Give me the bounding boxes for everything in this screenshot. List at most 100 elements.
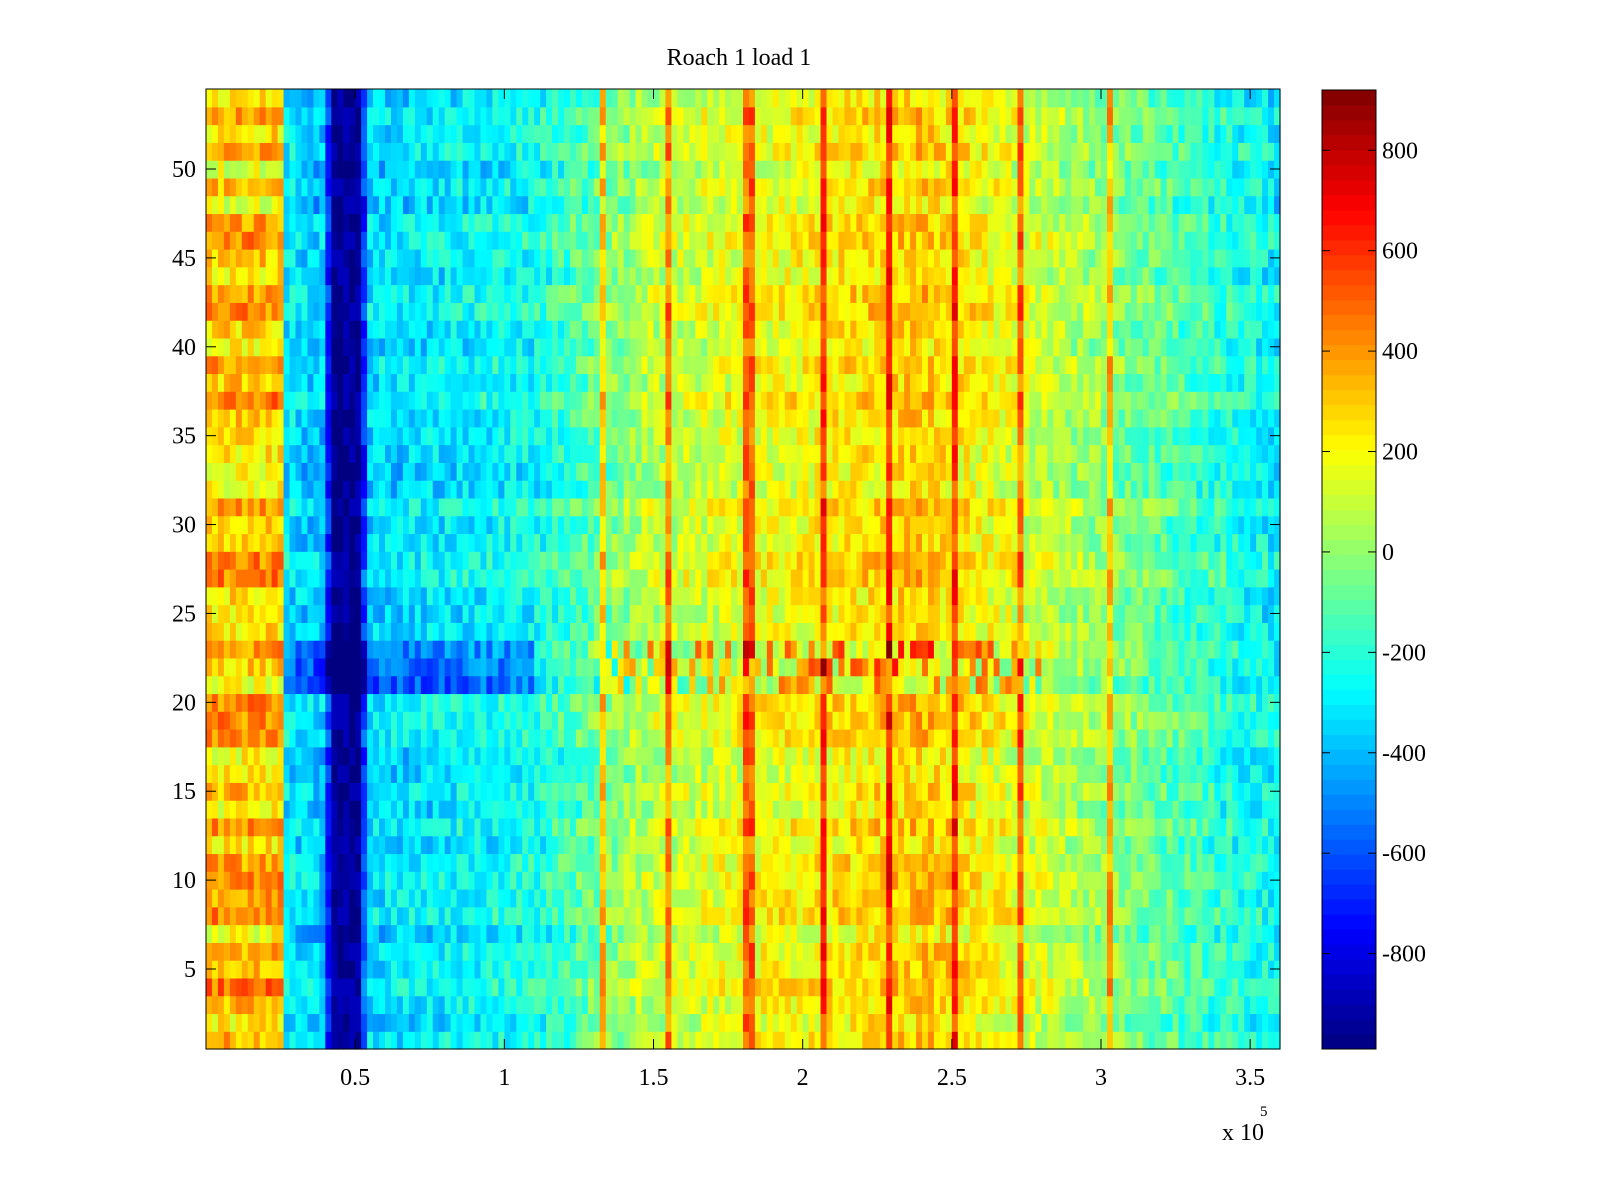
heatmap-cell xyxy=(1083,817,1090,837)
heatmap-cell xyxy=(939,1031,947,1050)
heatmap-cell xyxy=(975,942,983,961)
heatmap-cell xyxy=(1017,729,1025,748)
heatmap-cell xyxy=(844,1013,851,1032)
heatmap-cell xyxy=(641,871,649,890)
heatmap-cell xyxy=(486,693,493,712)
heatmap-cell xyxy=(1035,995,1042,1015)
heatmap-cell xyxy=(1029,675,1036,695)
heatmap-cell xyxy=(546,693,553,712)
heatmap-cell xyxy=(432,853,440,872)
heatmap-cell xyxy=(623,551,631,570)
heatmap-cell xyxy=(748,640,756,659)
heatmap-cell xyxy=(480,871,488,890)
heatmap-cell xyxy=(862,995,869,1015)
heatmap-cell xyxy=(957,1031,965,1050)
heatmap-cell xyxy=(1226,569,1233,588)
heatmap-cell xyxy=(480,977,488,997)
heatmap-cell xyxy=(975,675,983,695)
heatmap-cell xyxy=(1136,853,1144,872)
heatmap-cell xyxy=(1106,657,1114,677)
heatmap-cell xyxy=(456,675,464,695)
heatmap-cell xyxy=(874,942,881,961)
heatmap-cell xyxy=(510,1013,517,1032)
heatmap-cell xyxy=(385,551,392,570)
heatmap-cell xyxy=(1250,746,1257,766)
heatmap-cell xyxy=(874,729,881,748)
heatmap-cell xyxy=(659,782,667,801)
heatmap-cell xyxy=(880,995,887,1015)
heatmap-cell xyxy=(617,960,625,979)
heatmap-cell xyxy=(1202,924,1209,943)
heatmap-cell xyxy=(593,675,601,695)
heatmap-cell xyxy=(939,817,947,837)
heatmap-cell xyxy=(790,711,798,730)
heatmap-cell xyxy=(898,604,905,623)
heatmap-cell xyxy=(1142,924,1150,943)
heatmap-cell xyxy=(611,817,619,837)
heatmap-cell xyxy=(1184,906,1192,926)
heatmap-cell xyxy=(253,853,261,872)
heatmap-cell xyxy=(396,977,404,997)
heatmap-cell xyxy=(886,942,893,961)
heatmap-cell xyxy=(259,586,267,606)
heatmap-cell xyxy=(516,942,523,961)
heatmap-cell xyxy=(414,764,422,783)
heatmap-cell xyxy=(1262,746,1269,766)
heatmap-cell xyxy=(569,960,577,979)
heatmap-cell xyxy=(838,782,846,801)
heatmap-cell xyxy=(623,711,631,730)
heatmap-cell xyxy=(277,782,285,801)
heatmap-cell xyxy=(665,924,672,943)
heatmap-cell xyxy=(1262,711,1269,730)
heatmap-cell xyxy=(629,977,637,997)
heatmap-cell xyxy=(361,604,368,623)
heatmap-cell xyxy=(253,960,261,979)
heatmap-cell xyxy=(361,995,368,1015)
heatmap-cell xyxy=(349,995,356,1015)
heatmap-cell xyxy=(265,729,273,748)
heatmap-cell xyxy=(1005,711,1013,730)
heatmap-cell xyxy=(1059,640,1066,659)
heatmap-cell xyxy=(1256,871,1263,890)
heatmap-cell xyxy=(1065,960,1072,979)
heatmap-cell xyxy=(1023,586,1030,606)
heatmap-cell xyxy=(981,1031,989,1050)
heatmap-cell xyxy=(1011,764,1019,783)
heatmap-cell xyxy=(420,657,428,677)
heatmap-cell xyxy=(1262,586,1269,606)
heatmap-cell xyxy=(408,871,416,890)
heatmap-cell xyxy=(1256,853,1263,872)
heatmap-cell xyxy=(933,746,941,766)
heatmap-cell xyxy=(629,942,637,961)
heatmap-cell xyxy=(1148,569,1156,588)
heatmap-cell xyxy=(367,835,374,855)
heatmap-cell xyxy=(898,729,905,748)
heatmap-cell xyxy=(468,924,476,943)
heatmap-cell xyxy=(737,657,744,677)
heatmap-cell xyxy=(910,657,917,677)
heatmap-cell xyxy=(963,675,971,695)
heatmap-cell xyxy=(575,729,583,748)
heatmap-cell xyxy=(868,693,875,712)
heatmap-cell xyxy=(1077,693,1084,712)
heatmap-cell xyxy=(963,942,971,961)
heatmap-cell xyxy=(569,569,577,588)
heatmap-cell xyxy=(385,693,392,712)
heatmap-cell xyxy=(844,604,851,623)
heatmap-cell xyxy=(635,1013,643,1032)
heatmap-cell xyxy=(420,604,428,623)
heatmap-cell xyxy=(731,675,738,695)
heatmap-cell xyxy=(313,995,320,1015)
heatmap-cell xyxy=(211,977,219,997)
heatmap-cell xyxy=(802,906,810,926)
heatmap-cell xyxy=(1226,622,1233,641)
heatmap-cell xyxy=(432,551,440,570)
heatmap-cell xyxy=(659,853,667,872)
heatmap-cell xyxy=(737,586,744,606)
heatmap-cell xyxy=(1244,817,1251,837)
heatmap-cell xyxy=(504,551,511,570)
heatmap-cell xyxy=(498,924,505,943)
heatmap-cell xyxy=(659,551,667,570)
heatmap-cell xyxy=(677,622,684,641)
heatmap-cell xyxy=(1017,586,1025,606)
